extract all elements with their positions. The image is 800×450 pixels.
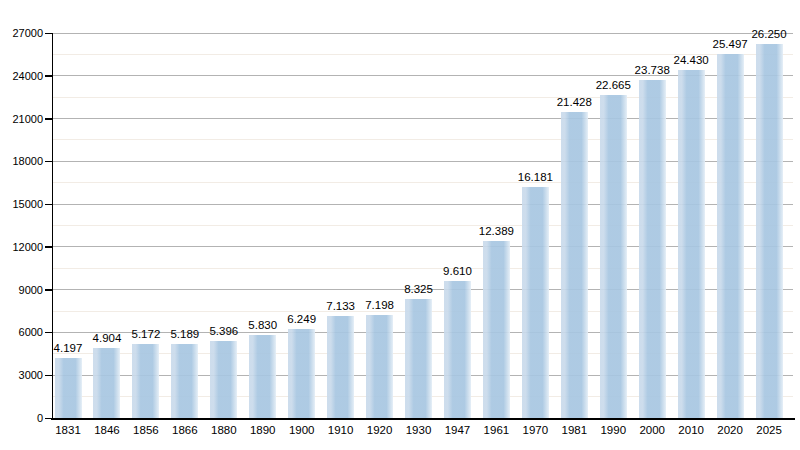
bar bbox=[444, 281, 471, 418]
plot-area: 0300060009000120001500018000210002400027… bbox=[52, 33, 793, 418]
bar-value-label: 7.133 bbox=[326, 300, 355, 312]
bar bbox=[210, 341, 237, 418]
y-tick-label: 12000 bbox=[1, 241, 43, 252]
y-tick-label: 6000 bbox=[1, 327, 43, 338]
x-tick-label: 1846 bbox=[94, 424, 120, 436]
bar bbox=[327, 316, 354, 418]
bar-value-label: 5.189 bbox=[170, 328, 199, 340]
x-tick-label: 1970 bbox=[523, 424, 549, 436]
y-tick-label: 18000 bbox=[1, 156, 43, 167]
y-tick-label: 3000 bbox=[1, 370, 43, 381]
y-tick-label: 9000 bbox=[1, 284, 43, 295]
bar bbox=[55, 358, 82, 418]
bar-value-label: 8.325 bbox=[404, 283, 433, 295]
bar-value-label: 21.428 bbox=[557, 96, 592, 108]
x-tick-label: 2020 bbox=[717, 424, 743, 436]
y-tick-label: 24000 bbox=[1, 70, 43, 81]
bar-value-label: 24.430 bbox=[674, 54, 709, 66]
bar-value-label: 5.830 bbox=[248, 319, 277, 331]
bar bbox=[249, 335, 276, 418]
bar bbox=[717, 54, 744, 418]
y-axis-tick bbox=[45, 75, 52, 77]
y-tick-label: 15000 bbox=[1, 199, 43, 210]
bar bbox=[756, 44, 783, 418]
population-bar-chart: 0 3000 6000 9000 12000 15000 18000 21000 24000 27… bbox=[0, 0, 800, 450]
bar bbox=[561, 112, 588, 418]
bar-value-label: 25.497 bbox=[713, 38, 748, 50]
bar bbox=[93, 348, 120, 418]
bar-value-label: 26.250 bbox=[751, 28, 786, 40]
bar-value-label: 16.181 bbox=[518, 171, 553, 183]
y-tick-label: 21000 bbox=[1, 113, 43, 124]
bar bbox=[405, 299, 432, 418]
x-tick-label: 1961 bbox=[484, 424, 510, 436]
bar-value-label: 23.738 bbox=[635, 64, 670, 76]
bar-value-label: 7.198 bbox=[365, 299, 394, 311]
bar-value-label: 5.172 bbox=[132, 328, 161, 340]
y-tick-label: 27000 bbox=[1, 28, 43, 39]
bar-value-label: 22.665 bbox=[596, 79, 631, 91]
y-axis-tick bbox=[45, 332, 52, 334]
x-tick-label: 1920 bbox=[367, 424, 393, 436]
bar-value-label: 12.389 bbox=[479, 225, 514, 237]
y-axis-tick bbox=[45, 118, 52, 120]
x-tick-label: 1866 bbox=[172, 424, 198, 436]
y-axis-tick bbox=[45, 246, 52, 248]
y-axis-tick bbox=[45, 33, 52, 35]
bar bbox=[678, 70, 705, 418]
bar bbox=[288, 329, 315, 418]
x-tick-label: 2000 bbox=[639, 424, 665, 436]
bar bbox=[639, 80, 666, 418]
bar bbox=[600, 95, 627, 418]
bar bbox=[171, 344, 198, 418]
x-tick-label: 1900 bbox=[289, 424, 315, 436]
y-axis-tick bbox=[45, 289, 52, 291]
bar-value-label: 9.610 bbox=[443, 265, 472, 277]
y-axis-tick bbox=[45, 418, 52, 420]
bar bbox=[132, 344, 159, 418]
bar-value-label: 4.904 bbox=[93, 332, 122, 344]
y-axis-tick bbox=[45, 161, 52, 163]
bar bbox=[483, 241, 510, 418]
bar bbox=[366, 315, 393, 418]
bar-value-label: 5.396 bbox=[209, 325, 238, 337]
x-tick-label: 1890 bbox=[250, 424, 276, 436]
major-gridline bbox=[53, 33, 793, 34]
x-tick-label: 1910 bbox=[328, 424, 354, 436]
x-tick-label: 1981 bbox=[562, 424, 588, 436]
x-tick-label: 2025 bbox=[756, 424, 782, 436]
bar bbox=[522, 187, 549, 418]
x-tick-label: 2010 bbox=[678, 424, 704, 436]
y-axis-tick bbox=[45, 204, 52, 206]
y-axis-tick bbox=[45, 375, 52, 377]
x-tick-label: 1930 bbox=[406, 424, 432, 436]
x-tick-label: 1990 bbox=[600, 424, 626, 436]
x-tick-label: 1856 bbox=[133, 424, 159, 436]
bar-value-label: 6.249 bbox=[287, 313, 316, 325]
x-tick-label: 1831 bbox=[55, 424, 81, 436]
x-tick-label: 1880 bbox=[211, 424, 237, 436]
x-axis-line bbox=[51, 418, 795, 420]
y-tick-label: 0 bbox=[1, 413, 43, 424]
x-tick-label: 1947 bbox=[445, 424, 471, 436]
bar-value-label: 4.197 bbox=[54, 342, 83, 354]
